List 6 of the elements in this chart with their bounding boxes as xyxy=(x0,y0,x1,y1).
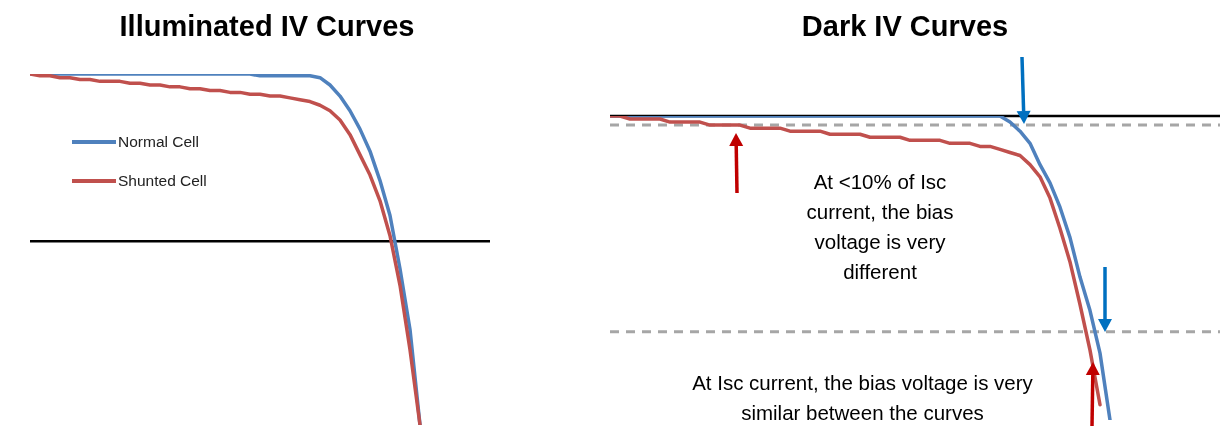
chart-title: Illuminated IV Curves xyxy=(118,10,416,43)
legend-label: Normal Cell xyxy=(118,132,199,151)
annotation: At Isc current, the bias voltage is very similar between the curves xyxy=(691,370,1034,426)
legend-label: Shunted Cell xyxy=(118,171,207,190)
chart-title: Dark IV Curves xyxy=(800,10,1010,43)
annotation: At <10% of Isc current, the bias voltage is very different xyxy=(805,169,955,285)
